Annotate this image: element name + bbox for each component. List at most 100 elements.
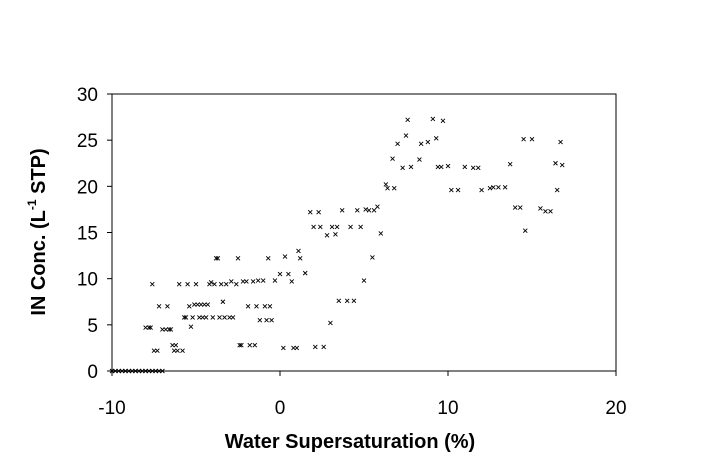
data-point [171, 348, 177, 354]
data-point [491, 184, 496, 190]
data-point [479, 187, 484, 193]
data-point [430, 116, 436, 122]
data-point [239, 342, 244, 348]
data-point [168, 327, 174, 332]
data-point [208, 280, 214, 285]
data-point [136, 368, 142, 374]
data-point [113, 368, 118, 374]
data-point [213, 256, 219, 261]
data-point [378, 231, 384, 236]
data-point [312, 344, 318, 350]
data-point [188, 324, 194, 329]
data-point [218, 281, 224, 287]
y-tick-label: 20 [77, 177, 98, 198]
data-point [148, 325, 153, 330]
data-point [462, 164, 468, 170]
data-point [119, 368, 125, 374]
data-point [202, 302, 207, 307]
data-point [156, 368, 162, 374]
data-point [375, 204, 380, 209]
data-point [247, 342, 253, 348]
data-point [109, 368, 115, 374]
data-point [383, 182, 389, 187]
data-point [176, 281, 182, 287]
data-point [151, 348, 157, 354]
data-point [150, 368, 155, 374]
data-point [517, 205, 523, 210]
data-point [250, 279, 256, 284]
data-point [403, 133, 409, 138]
data-point [185, 281, 190, 287]
data-point [543, 208, 548, 214]
data-point [203, 315, 209, 320]
data-point [244, 279, 249, 284]
data-points [109, 116, 565, 374]
data-point [496, 184, 501, 190]
data-point [455, 187, 461, 193]
data-point [281, 345, 286, 351]
data-point [417, 157, 422, 162]
data-point [558, 139, 563, 145]
data-point [175, 348, 180, 354]
x-tick-label: 20 [605, 398, 626, 419]
data-point [371, 208, 377, 213]
data-point [321, 344, 326, 350]
data-point [405, 117, 410, 123]
data-point [210, 315, 216, 320]
data-point [156, 304, 162, 309]
data-point [240, 279, 246, 284]
data-point [351, 298, 357, 304]
data-point [193, 281, 199, 287]
x-tick-label: 0 [275, 398, 286, 419]
data-point [198, 302, 204, 307]
data-point [289, 279, 295, 284]
data-point [116, 368, 122, 374]
data-point [129, 368, 135, 374]
data-point [311, 224, 316, 230]
data-point [512, 205, 518, 210]
data-point [435, 164, 441, 170]
data-point [265, 256, 271, 261]
data-point [205, 302, 211, 307]
data-point [123, 368, 128, 374]
data-point [502, 184, 508, 190]
data-point [143, 325, 148, 330]
data-point [475, 165, 481, 171]
data-point [329, 224, 335, 230]
data-point [553, 160, 558, 166]
data-point [186, 304, 192, 309]
x-tick-label: 10 [437, 398, 458, 419]
data-point [333, 232, 338, 237]
data-point [408, 164, 414, 170]
data-point [336, 298, 342, 304]
data-point [538, 206, 543, 211]
data-point [220, 299, 226, 305]
data-point [354, 208, 360, 213]
y-tick-label: 15 [77, 224, 98, 245]
data-point [190, 315, 195, 320]
data-point [277, 271, 283, 277]
data-point [548, 208, 553, 214]
data-point [282, 254, 288, 259]
data-point [370, 255, 375, 260]
data-point [165, 304, 170, 309]
data-point [254, 304, 259, 309]
data-point [267, 304, 273, 309]
data-point [163, 327, 169, 332]
data-point [269, 317, 274, 323]
data-point [255, 278, 261, 283]
data-point [173, 342, 179, 348]
data-point [227, 315, 232, 320]
data-point [559, 162, 565, 168]
data-point [391, 185, 397, 191]
data-point [126, 368, 132, 374]
data-point [215, 256, 221, 261]
data-point [449, 187, 454, 193]
data-point [160, 368, 165, 374]
data-point [234, 281, 239, 287]
data-point [418, 141, 424, 147]
data-point [507, 161, 513, 167]
data-point [222, 315, 227, 320]
data-point [153, 368, 158, 374]
data-point [438, 164, 444, 170]
